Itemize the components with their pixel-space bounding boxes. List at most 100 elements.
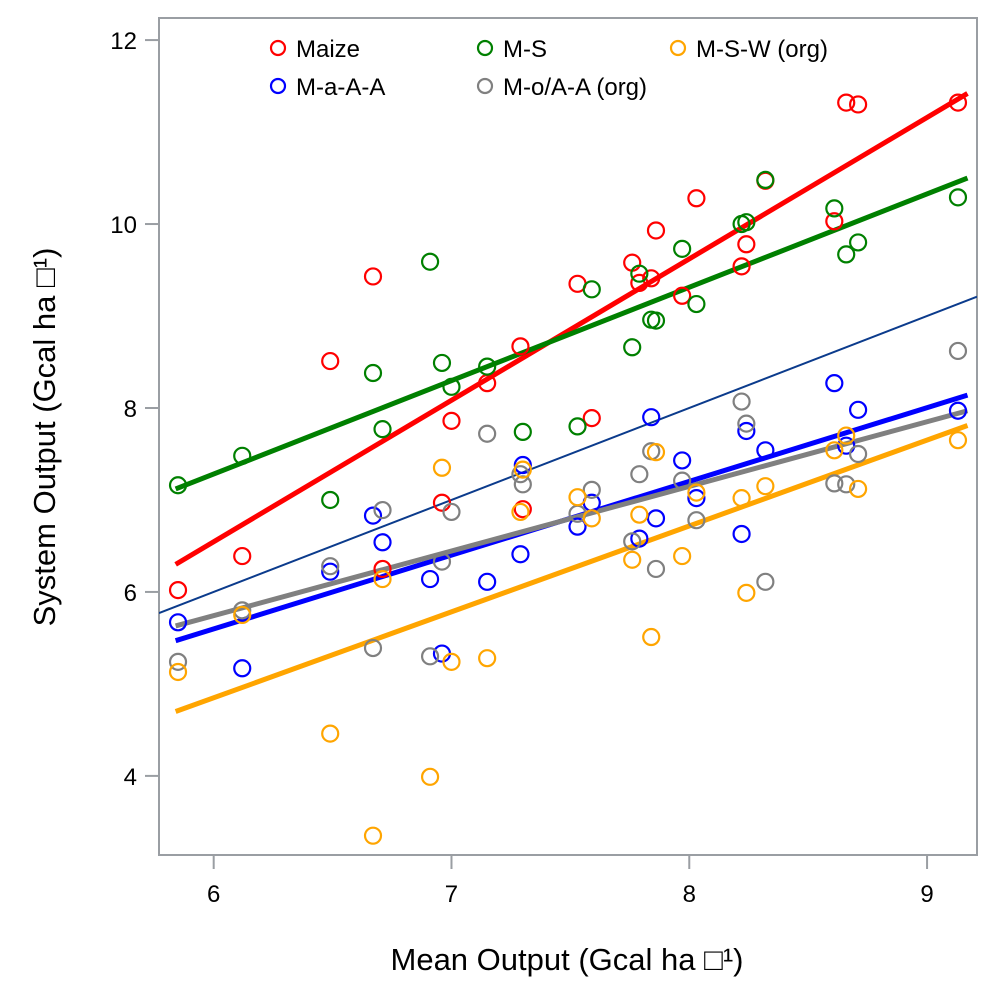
data-point-m-o-a-a-org — [373, 500, 392, 520]
data-point-maize — [737, 235, 756, 254]
data-point-m-s — [442, 377, 461, 396]
data-point-m-o-a-a-org — [478, 424, 497, 443]
data-point-m-s-w-org — [321, 724, 340, 743]
data-point-m-s-w-org — [837, 426, 856, 445]
data-point-m-s — [478, 357, 497, 376]
data-point-m-s — [837, 245, 856, 264]
data-point-m-a-a-a — [849, 400, 868, 419]
data-point-m-a-a-a — [646, 509, 666, 528]
legend: Maize M-S M-S-W (org) M-a-A-A M-o/A-A (org) — [269, 36, 828, 101]
data-point-m-o-a-a-org — [630, 465, 649, 484]
legend-label: Maize — [296, 36, 360, 63]
data-point-m-o-a-a-org — [233, 601, 252, 620]
data-point-m-s-w-org — [825, 441, 844, 460]
data-point-m-a-a-a — [321, 562, 340, 581]
reference-line-layer — [159, 295, 977, 615]
data-point-maize — [373, 559, 392, 579]
data-point-m-s — [432, 353, 452, 373]
data-point-m-o-a-a-org — [837, 475, 856, 494]
data-point-maize — [825, 212, 844, 231]
fit-line-m-s-w-org — [174, 423, 969, 714]
data-point-m-s-w-org — [233, 605, 252, 625]
data-point-m-s-w-org — [737, 583, 756, 602]
data-point-maize — [732, 257, 751, 276]
data-point-m-o-a-a-org — [673, 471, 692, 490]
y-tick-label: 4 — [124, 764, 137, 791]
legend-marker-icon — [669, 39, 687, 57]
data-point-maize — [432, 493, 452, 512]
data-point-m-s-w-org — [168, 662, 188, 682]
data-point-m-s — [737, 213, 756, 232]
data-point-m-a-a-a — [478, 572, 497, 591]
data-point-m-o-a-a-org — [687, 511, 706, 530]
data-point-m-a-a-a — [642, 408, 661, 427]
data-point-m-s — [568, 417, 587, 436]
y-tick-label: 12 — [110, 28, 137, 55]
x-tick-label: 6 — [207, 881, 220, 908]
data-point-m-s-w-org — [646, 443, 666, 462]
plot-frame — [158, 17, 978, 856]
data-point-maize — [233, 546, 252, 566]
x-tick-label: 9 — [920, 881, 933, 908]
data-point-maize — [642, 269, 661, 288]
data-point-m-a-a-a — [673, 451, 692, 470]
data-point-m-s-w-org — [756, 477, 775, 496]
data-point-m-o-a-a-org — [513, 475, 532, 494]
data-point-m-a-a-a — [825, 374, 844, 393]
data-point-maize — [948, 93, 968, 112]
data-point-m-s — [687, 294, 706, 314]
data-point-m-s — [420, 252, 440, 271]
data-point-m-a-a-a — [737, 421, 756, 441]
legend-marker-icon — [476, 39, 494, 57]
data-point-m-s — [948, 188, 968, 207]
data-point-m-o-a-a-org — [321, 557, 340, 576]
data-point-m-s-w-org — [948, 431, 968, 450]
data-point-m-o-a-a-org — [948, 341, 968, 361]
data-point-m-o-a-a-org — [168, 652, 188, 671]
data-point-m-o-a-a-org — [623, 532, 642, 551]
data-point-m-a-a-a — [732, 524, 751, 544]
data-point-m-o-a-a-org — [432, 552, 452, 571]
series-m-s-w-org — [168, 426, 968, 845]
data-point-m-a-a-a — [513, 455, 532, 475]
data-point-m-a-a-a — [568, 517, 587, 536]
data-point-m-s — [233, 446, 252, 465]
data-point-m-s-w-org — [420, 767, 440, 786]
data-point-maize — [630, 273, 649, 292]
data-point-m-s — [849, 233, 868, 252]
data-points — [168, 93, 968, 845]
data-point-m-s — [168, 476, 188, 495]
data-point-m-o-a-a-org — [420, 647, 440, 666]
data-point-maize — [687, 189, 706, 208]
y-tick-label: 6 — [124, 580, 137, 607]
data-point-m-s-w-org — [442, 652, 461, 671]
data-point-m-s-w-org — [849, 479, 868, 499]
legend-label: M-S-W (org) — [696, 36, 828, 63]
x-axis-ticks: 6 7 8 9 — [207, 855, 934, 908]
data-point-m-s — [646, 311, 666, 330]
data-point-m-s-w-org — [630, 505, 649, 524]
legend-item-maize: Maize — [269, 36, 360, 63]
data-point-m-o-a-a-org — [442, 502, 461, 522]
y-axis-label: System Output (Gcal ha □¹) — [27, 248, 62, 627]
data-point-m-a-a-a — [420, 569, 440, 589]
data-point-m-s — [673, 239, 692, 258]
data-point-m-a-a-a — [373, 533, 392, 552]
data-point-m-o-a-a-org — [756, 572, 775, 591]
data-point-m-o-a-a-org — [825, 474, 844, 493]
data-point-maize — [321, 351, 340, 371]
data-point-m-s — [363, 363, 383, 383]
data-point-m-s-w-org — [623, 550, 642, 569]
x-axis-label: Mean Output (Gcal ha □¹) — [391, 942, 744, 977]
y-tick-label: 10 — [110, 212, 137, 239]
data-point-m-s — [756, 170, 775, 189]
data-point-m-s-w-org — [642, 627, 661, 647]
data-point-m-s — [513, 422, 532, 442]
data-point-m-s-w-org — [513, 460, 532, 479]
data-point-m-o-a-a-org — [582, 480, 601, 499]
legend-label: M-a-A-A — [296, 74, 385, 101]
data-point-m-s-w-org — [478, 649, 497, 668]
legend-item-m-s-w-org: M-S-W (org) — [669, 36, 828, 63]
series-m-a-a-a — [168, 374, 968, 678]
series-m-s — [168, 170, 968, 510]
